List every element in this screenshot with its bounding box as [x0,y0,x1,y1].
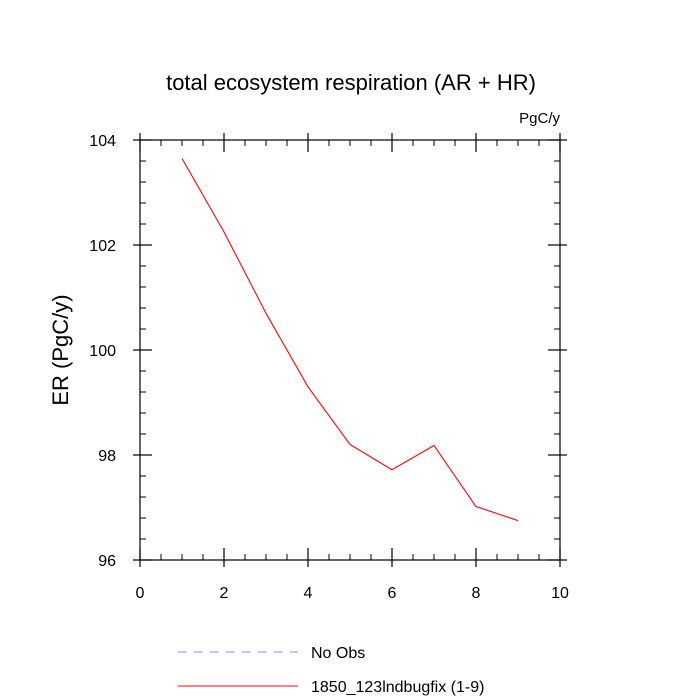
legend: No Obs 1850_123lndbugfix (1-9) [178,645,484,696]
y-axis-label: ER (PgC/y) [48,294,73,405]
x-tick-label: 10 [551,585,569,602]
legend-label-no-obs: No Obs [311,645,365,662]
x-tick-label: 8 [472,585,481,602]
y-tick-label: 98 [98,448,116,465]
units-label: PgC/y [519,110,560,127]
y-tick-label: 100 [89,343,116,360]
x-tick-label: 4 [304,585,313,602]
plot-frame [139,139,561,561]
chart-title: total ecosystem respiration (AR + HR) [166,70,536,95]
series-layer [181,158,519,522]
y-tick-labels: 96 98 100 102 104 [89,133,116,570]
x-tick-labels: 0 2 4 6 8 10 [136,585,569,602]
minor-ticks [140,140,560,560]
major-ticks [133,133,567,567]
y-tick-label: 104 [89,133,116,150]
x-tick-label: 6 [388,585,397,602]
legend-label-series: 1850_123lndbugfix (1-9) [311,679,484,696]
y-tick-label: 96 [98,553,116,570]
y-tick-label: 102 [89,238,116,255]
x-tick-label: 2 [220,585,229,602]
series-line [181,158,519,522]
x-tick-label: 0 [136,585,145,602]
